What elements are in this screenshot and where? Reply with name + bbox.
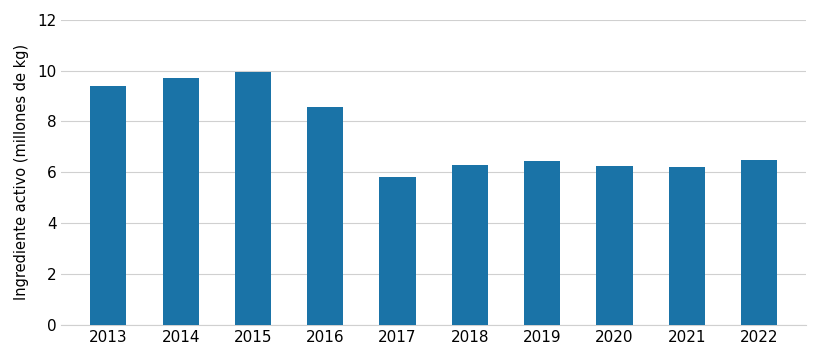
- Bar: [523, 161, 559, 325]
- Bar: [162, 78, 198, 325]
- Bar: [595, 166, 631, 325]
- Bar: [379, 177, 415, 325]
- Bar: [740, 159, 776, 325]
- Bar: [451, 165, 487, 325]
- Bar: [668, 167, 704, 325]
- Bar: [307, 107, 343, 325]
- Bar: [90, 86, 126, 325]
- Y-axis label: Ingrediente activo (millones de kg): Ingrediente activo (millones de kg): [14, 44, 29, 300]
- Bar: [234, 72, 271, 325]
